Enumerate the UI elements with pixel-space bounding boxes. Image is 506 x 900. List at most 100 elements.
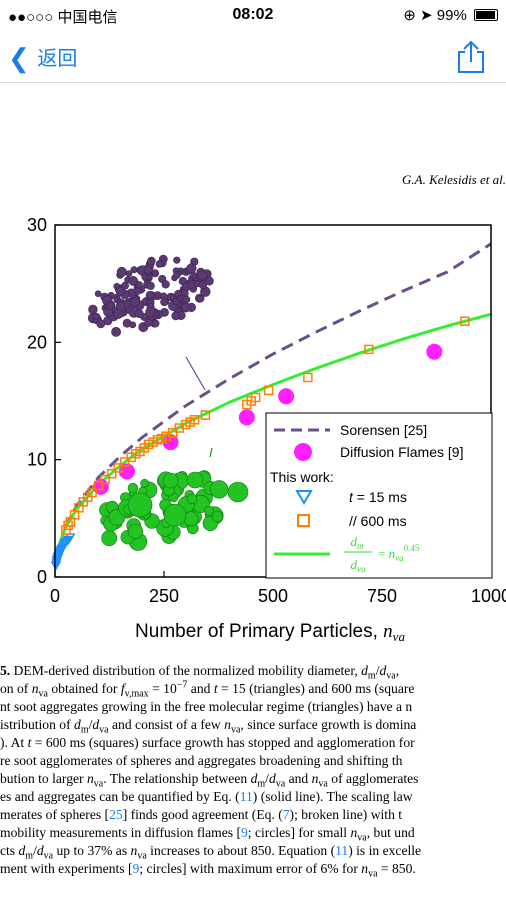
aggregate-particle-purple (92, 313, 100, 321)
aggregate-particle-purple (121, 281, 129, 290)
aggregate-particle-purple (144, 318, 153, 328)
location-arrow-icon: ➤ (420, 7, 433, 24)
data-point-600ms (303, 372, 313, 383)
aggregate-particle-purple (125, 270, 133, 277)
legend-diffusion-marker (294, 443, 312, 461)
data-point-600ms (200, 410, 211, 420)
share-icon[interactable] (456, 40, 486, 74)
data-point-600ms (87, 487, 97, 498)
data-point-diffusion-flames (238, 409, 255, 426)
caption-line: re soot agglomerates of spheres and aggr… (0, 753, 403, 768)
aggregate-particle-green (101, 530, 118, 547)
legend-t15-rest: = 15 ms (353, 489, 407, 505)
data-point-diffusion-flames (426, 343, 443, 360)
chevron-left-icon: ❮ (8, 43, 30, 73)
aggregate-particle-green (162, 472, 179, 489)
aggregate-particle-green (140, 478, 149, 488)
aggregate-particle-purple (180, 302, 191, 313)
caption-line: merates of spheres [25] finds good agree… (0, 807, 403, 822)
status-time: 08:02 (232, 6, 274, 23)
caption-line: nt soot aggregates growing in the free m… (0, 699, 413, 714)
aggregate-particle-green (186, 471, 204, 489)
aggregate-particle-purple (172, 298, 180, 306)
battery-percent: 99% (436, 7, 467, 24)
figure-caption: 5. DEM-derived distribution of the norma… (0, 662, 506, 878)
aggregate-particle-purple (143, 265, 153, 275)
caption-line: 5. DEM-derived distribution of the norma… (0, 663, 400, 680)
aggregate-particle-purple (96, 319, 106, 329)
navigation-bar: ❮ 返回 (0, 30, 506, 83)
legend-t600-label: // 600 ms (349, 513, 407, 529)
series-line-sorensen (53, 242, 492, 565)
illustration-pointer-purple (185, 356, 206, 391)
aggregate-particle-purple (160, 298, 169, 307)
legend-sorensen-label: Sorensen [25] (340, 422, 427, 438)
aggregate-particle-purple (115, 286, 125, 296)
legend-t15-marker (295, 490, 313, 505)
aggregate-illustration-purple (87, 254, 214, 337)
aggregate-particle-purple (128, 276, 138, 286)
aggregate-particle-purple (147, 256, 156, 266)
aggregate-particle-purple (186, 263, 197, 274)
data-point-600ms (93, 480, 104, 491)
y-tick-label: 0 (37, 567, 47, 587)
legend-this-work-label: This work: (270, 469, 334, 485)
aggregate-illustration-green (99, 470, 249, 551)
data-point-diffusion-flames (278, 388, 295, 405)
legend-box (265, 412, 493, 579)
aggregate-particle-purple (130, 266, 138, 274)
aggregate-particle-green (127, 492, 153, 518)
aggregate-particle-purple (105, 301, 115, 310)
data-point-600ms (263, 385, 274, 396)
battery-icon (474, 9, 498, 21)
aggregate-particle-purple (155, 260, 164, 268)
aggregate-particle-purple (182, 295, 191, 304)
aggregate-particle-purple (88, 304, 98, 315)
aggregate-particle-green (186, 493, 198, 505)
legend-diffusion-label: Diffusion Flames [9] (340, 444, 463, 460)
caption-line: bution to larger nva. The relationship b… (0, 771, 419, 788)
aggregate-particle-green (127, 482, 139, 494)
y-tick-label: 20 (27, 332, 47, 352)
caption-line: mobility measurements in diffusion flame… (0, 825, 415, 842)
caption-line: ment with experiments [9; circles] with … (0, 861, 416, 878)
x-axis-label: Number of Primary Particles, nva (135, 621, 405, 644)
aggregate-particle-purple (113, 309, 123, 319)
aggregate-particle-purple (198, 280, 208, 290)
aggregate-particle-purple (151, 319, 160, 328)
x-tick-label: 0 (50, 586, 60, 606)
aggregate-particle-purple (196, 294, 205, 303)
caption-line: ). At t = 600 ms (squares) surface growt… (0, 735, 415, 750)
x-tick-label: 500 (258, 586, 288, 606)
status-bar: ●●○○○ 中国电信 08:02 ⊕ ➤ 99% (0, 0, 506, 30)
aggregate-particle-purple (173, 256, 181, 264)
data-point-600ms (189, 415, 200, 425)
aggregate-particle-green (163, 503, 187, 527)
aggregate-particle-green (227, 481, 249, 503)
aggregate-particle-purple (141, 273, 149, 281)
caption-line: istribution of dm/dva and consist of a f… (0, 717, 417, 734)
back-button[interactable]: ❮ 返回 (8, 42, 77, 74)
aggregate-particle-purple (94, 290, 102, 297)
caption-line: es and aggregates can be quantified by E… (0, 789, 413, 804)
aggregate-particle-purple (197, 270, 208, 281)
caption-line: on of nva obtained for fv,max = 10−7 and… (0, 680, 415, 698)
aggregate-particle-green (211, 510, 224, 523)
data-point-600ms (106, 468, 117, 479)
y-tick-label: 10 (27, 450, 47, 470)
aggregate-particle-purple (116, 266, 127, 277)
plot-series (50, 242, 492, 571)
illustration-pointer-green (209, 447, 213, 458)
aggregate-particle-purple (145, 290, 155, 300)
data-point-600ms (250, 392, 261, 403)
y-tick-label: 30 (27, 215, 47, 235)
data-point-600ms (460, 316, 470, 326)
lock-rotation-icon: ⊕ (403, 7, 416, 24)
aggregate-particle-purple (161, 280, 170, 289)
aggregate-particle-purple (145, 306, 156, 318)
data-point-600ms (100, 474, 110, 485)
battery-indicator: ⊕ ➤ 99% (403, 6, 498, 24)
